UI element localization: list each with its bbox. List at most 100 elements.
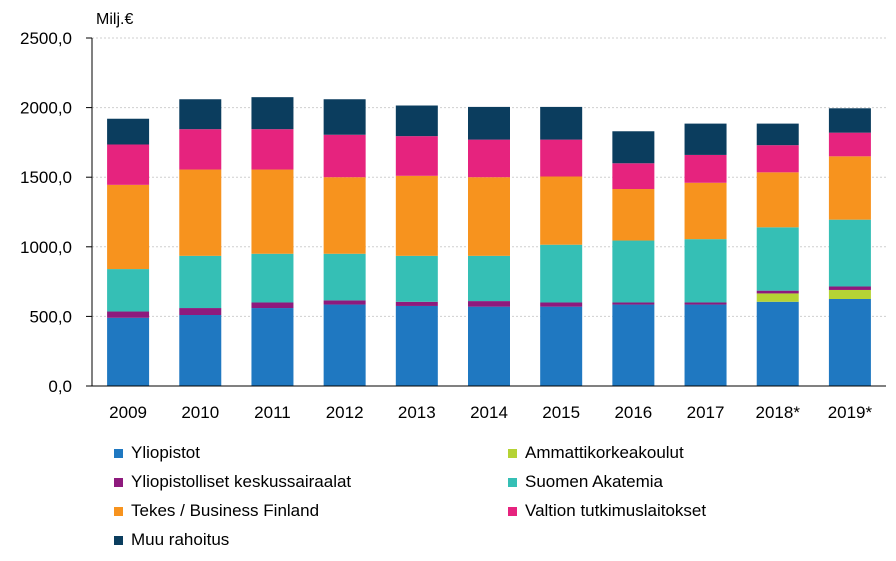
bar-segment — [684, 302, 727, 305]
x-tick-label: 2016 — [614, 403, 652, 422]
legend-label: Valtion tutkimuslaitokset — [525, 501, 707, 520]
x-tick-label: 2015 — [542, 403, 580, 422]
y-tick-label: 0,0 — [48, 377, 72, 396]
bar-segment — [395, 305, 438, 386]
bar-segment — [684, 304, 727, 386]
legend: Yliopistot Ammattikorkeakoulut Yliopistoll… — [114, 440, 874, 558]
bar-segment — [179, 129, 222, 170]
legend-swatch — [508, 506, 517, 516]
legend-item: Valtion tutkimuslaitokset — [508, 498, 706, 524]
bar-segment — [828, 299, 871, 386]
legend-item: Suomen Akatemia — [508, 469, 663, 495]
y-tick-label: 2500,0 — [20, 29, 72, 48]
bar-segment — [684, 123, 727, 155]
legend-item: Ammattikorkeakoulut — [508, 440, 684, 466]
bar-segment — [468, 255, 510, 302]
bar-segment — [251, 253, 294, 303]
bar-segment — [540, 139, 583, 177]
x-tick-label: 2019* — [828, 403, 873, 422]
bar-segment — [323, 304, 366, 386]
bar-segment — [468, 306, 510, 386]
bar-segment — [468, 177, 510, 256]
legend-swatch — [508, 477, 517, 487]
bar-segment — [395, 255, 438, 302]
legend-label: Ammattikorkeakoulut — [525, 443, 684, 462]
bar-segment — [468, 139, 510, 178]
legend-swatch — [114, 448, 123, 458]
bar-segment — [468, 106, 510, 140]
bar-segment — [179, 169, 222, 256]
bar-segment — [828, 156, 871, 220]
x-tick-label: 2017 — [687, 403, 725, 422]
legend-label: Suomen Akatemia — [525, 472, 663, 491]
bar-segment — [251, 129, 294, 170]
y-tick-label: 2000,0 — [20, 99, 72, 118]
y-tick-label: 1500,0 — [20, 168, 72, 187]
legend-item: Tekes / Business Finland — [114, 498, 319, 524]
bar-segment — [612, 240, 655, 303]
bar-segment — [828, 286, 871, 290]
x-tick-label: 2009 — [109, 403, 147, 422]
bar-segment — [179, 315, 222, 386]
bar-segment — [540, 176, 583, 245]
bar-segment — [107, 118, 150, 145]
bar-segment — [612, 131, 655, 164]
bar-segment — [323, 99, 366, 135]
bar-segment — [395, 136, 438, 176]
legend-label: Yliopistot — [131, 443, 200, 462]
bar-segment — [395, 175, 438, 256]
legend-label: Yliopistolliset keskussairaalat — [131, 472, 352, 491]
bar-segment — [395, 301, 438, 306]
y-tick-label: 500,0 — [29, 307, 72, 326]
bar-segment — [684, 239, 727, 303]
bar-segment — [828, 132, 871, 157]
legend-swatch — [114, 535, 123, 545]
bar-segment — [179, 99, 222, 130]
bar-segment — [107, 311, 150, 318]
bar-segment — [828, 289, 871, 299]
bar-segment — [468, 301, 510, 307]
x-tick-label: 2013 — [398, 403, 436, 422]
bar-segment — [179, 308, 222, 316]
bar-segment — [684, 182, 727, 240]
x-tick-label: 2012 — [326, 403, 364, 422]
legend-item: Yliopistot — [114, 440, 200, 466]
bar-segment — [756, 301, 799, 386]
bar-segment — [179, 255, 222, 309]
bar-segment — [684, 154, 727, 183]
bar-segment — [323, 134, 366, 178]
x-tick-label: 2018* — [756, 403, 801, 422]
bar-segment — [612, 302, 655, 305]
legend-swatch — [508, 448, 517, 458]
bar-segment — [612, 304, 655, 386]
bar-segment — [756, 123, 799, 146]
y-unit-label: Milj.€ — [96, 11, 133, 28]
y-tick-label: 1000,0 — [20, 238, 72, 257]
bar-segment — [251, 169, 294, 254]
bar-segment — [828, 108, 871, 133]
bar-segment — [107, 269, 150, 312]
bars — [107, 97, 871, 386]
bar-segment — [612, 163, 655, 190]
bar-segment — [323, 253, 366, 301]
bar-segment — [251, 302, 294, 309]
bar-segment — [107, 317, 150, 386]
bar-segment — [828, 219, 871, 287]
x-tick-label: 2014 — [470, 403, 508, 422]
legend-label: Tekes / Business Finland — [131, 501, 320, 520]
x-tick-label: 2010 — [181, 403, 219, 422]
legend-swatch — [114, 477, 123, 487]
legend-item: Yliopistolliset keskussairaalat — [114, 469, 351, 495]
legend-label: Muu rahoitus — [131, 530, 230, 549]
bar-segment — [756, 172, 799, 228]
bar-segment — [540, 106, 583, 140]
bar-segment — [540, 302, 583, 307]
bar-segment — [756, 290, 799, 294]
legend-item: Muu rahoitus — [114, 527, 229, 553]
bar-segment — [107, 184, 150, 270]
bar-segment — [323, 300, 366, 305]
bar-segment — [756, 227, 799, 291]
bar-segment — [756, 145, 799, 173]
chart-canvas: Milj.€ 0,0 500,0 1000,0 1500,0 2000,0 2500,0 2… — [20, 11, 886, 422]
axes: 0,0 500,0 1000,0 1500,0 2000,0 2500,0 2009 2010… — [20, 29, 886, 422]
